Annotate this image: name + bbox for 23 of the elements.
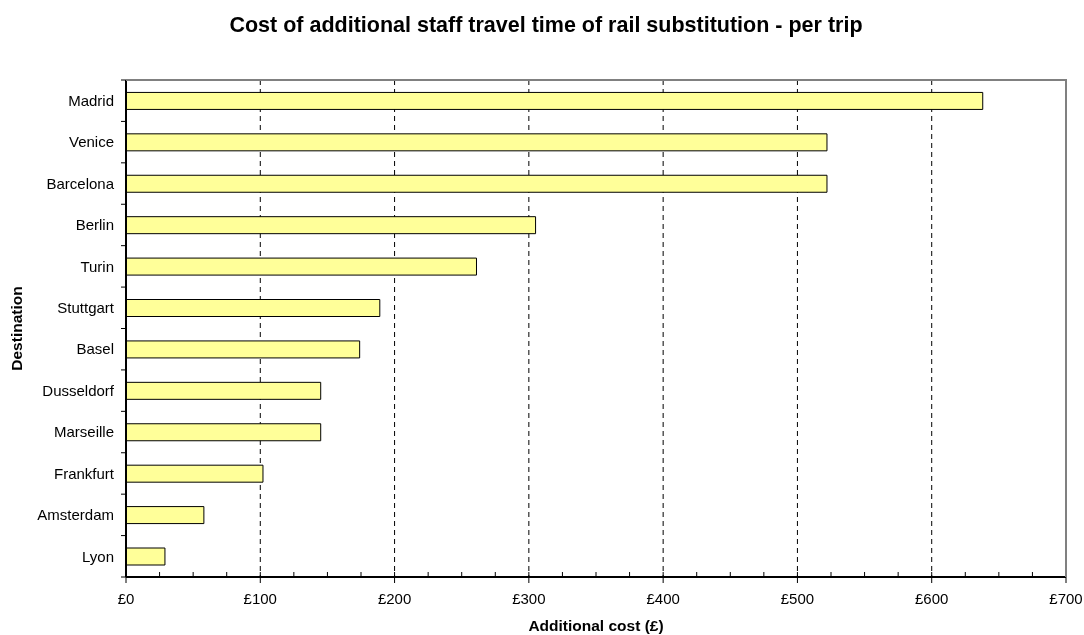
x-tick-label: £700: [1049, 590, 1083, 607]
y-tick-label: Frankfurt: [53, 464, 115, 482]
x-axis-title: Additional cost (£): [528, 617, 664, 634]
y-tick-label: Stuttgart: [57, 299, 115, 317]
x-tick-label: £500: [780, 590, 815, 607]
x-tick-label: £600: [915, 590, 949, 607]
y-tick-label: Marseille: [53, 423, 114, 441]
x-tick-label: £100: [243, 590, 277, 607]
x-tick-label: £400: [646, 590, 680, 607]
y-tick-label: Berlin: [75, 216, 114, 234]
y-tick-label: Barcelona: [46, 174, 115, 192]
y-tick-label: Madrid: [68, 91, 114, 109]
y-axis-title: Destination: [8, 286, 25, 371]
y-tick-label: Turin: [80, 257, 114, 275]
x-tick-label: £200: [377, 590, 412, 607]
y-tick-label: Basel: [76, 340, 114, 358]
x-tick-label: £300: [512, 590, 546, 607]
y-tick-label: Dusseldorf: [42, 381, 115, 399]
y-tick-label: Venice: [68, 133, 114, 151]
y-tick-label: Lyon: [82, 547, 114, 565]
y-tick-label: Amsterdam: [37, 506, 114, 524]
chart-title: Cost of additional staff travel time of rail substitution - per trip: [228, 12, 864, 38]
x-tick-label: £0: [117, 590, 135, 607]
